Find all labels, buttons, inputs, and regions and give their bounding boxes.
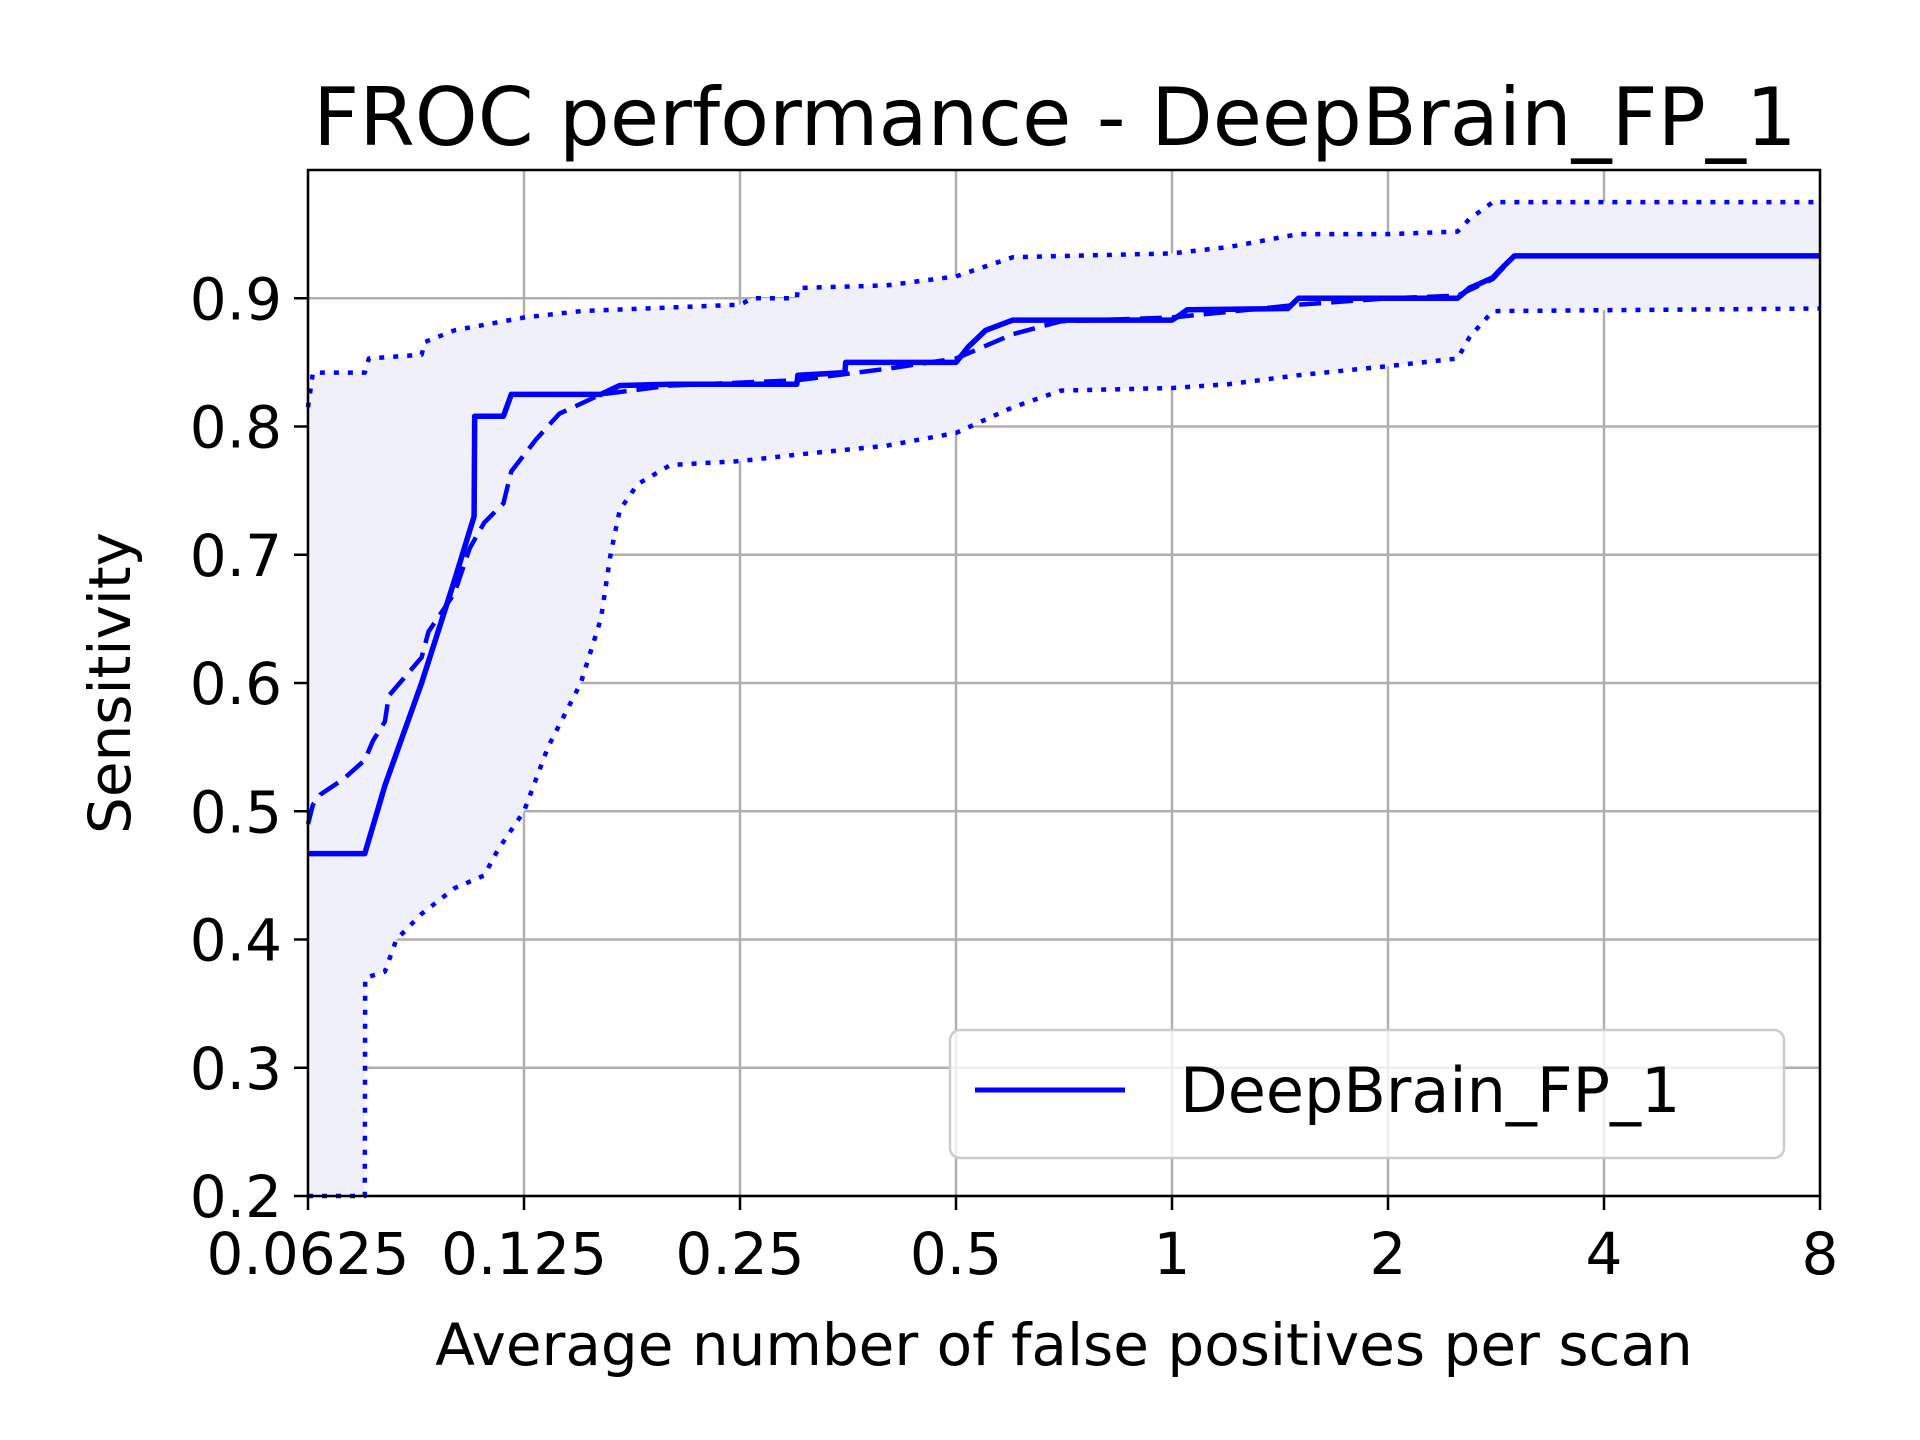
x-tick-label: 0.125 [441,1220,607,1288]
x-tick-label: 1 [1154,1220,1191,1288]
y-tick-label: 0.6 [190,650,282,718]
x-tick-label: 4 [1586,1220,1623,1288]
y-tick-label: 0.5 [190,778,282,846]
x-tick-label: 0.0625 [207,1220,410,1288]
x-tick-label: 0.5 [910,1220,1002,1288]
x-tick-label: 0.25 [675,1220,804,1288]
y-tick-label: 0.2 [190,1163,282,1231]
series-line-dotted [305,199,1820,408]
chart-title: FROC performance - DeepBrain_FP_1 [313,71,1797,164]
confidence-band [308,202,1820,1197]
y-tick-label: 0.4 [190,907,282,975]
x-tick-label: 8 [1802,1220,1839,1288]
axis-ticks: 0.0625 0.125 0.25 0.5 1 2 4 8 0.2 0.3 0.4 0.5 0.6 0.7… [190,265,1839,1288]
confidence-band-area [308,202,1820,1197]
series-line-dotted [308,306,1821,1199]
y-tick-label: 0.8 [190,394,282,462]
x-axis-label: Average number of false positives per sc… [435,1311,1693,1379]
legend-entry-deepbrain-fp-1: DeepBrain_FP_1 [1180,1054,1680,1127]
series-lines [305,199,1821,1199]
y-tick-label: 0.7 [190,522,282,590]
legend-box [948,1028,1786,1160]
x-tick-label: 2 [1370,1220,1407,1288]
y-tick-label: 0.9 [190,265,282,333]
y-tick-label: 0.3 [190,1035,282,1103]
legend: DeepBrain_FP_1 [948,1028,1786,1160]
series-line-dashed [305,253,1820,825]
y-axis-label: Sensitivity [76,532,144,834]
